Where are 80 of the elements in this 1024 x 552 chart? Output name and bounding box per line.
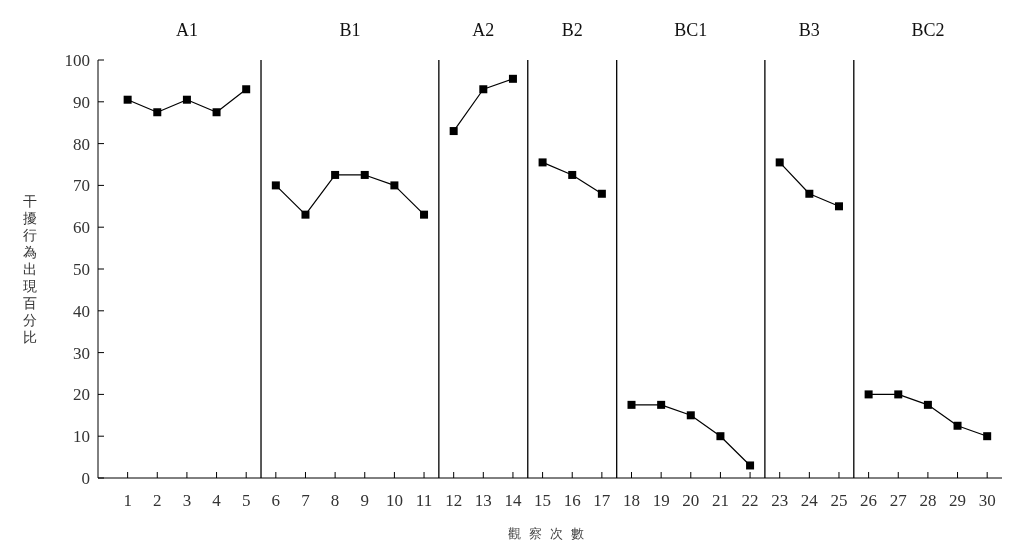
point	[242, 85, 251, 94]
x-tick-label: 29	[949, 491, 967, 511]
y-tick-label: 90	[73, 92, 90, 112]
text: B3	[798, 20, 820, 40]
x-tick-label: 18	[623, 491, 641, 511]
x-tick-label: 9	[360, 491, 369, 511]
y-tick-label: 30	[73, 343, 90, 363]
x-tick-label: 14	[504, 491, 522, 511]
point	[538, 158, 547, 167]
x-tick-label: 13	[474, 491, 492, 511]
x-tick-label: 16	[563, 491, 581, 511]
x-tick-label: 28	[919, 491, 937, 511]
text: BC1	[674, 20, 708, 40]
point	[597, 189, 606, 198]
point	[716, 432, 725, 441]
point	[805, 189, 814, 198]
point	[894, 390, 903, 399]
x-tick-label: 27	[889, 491, 908, 511]
x-tick-label: 30	[978, 491, 996, 511]
x-tick-label: 10	[385, 491, 403, 511]
x-tick-label: 8	[330, 491, 340, 511]
x-tick-label: 6	[271, 491, 281, 511]
point	[686, 411, 695, 420]
point	[983, 432, 992, 441]
point	[331, 170, 340, 179]
x-tick-label: 24	[800, 491, 819, 511]
point	[420, 210, 429, 219]
y-tick-label: 20	[73, 385, 90, 405]
y-tick-label: 60	[73, 218, 90, 238]
x-tick-label: 2	[153, 491, 162, 511]
x-tick-label: 12	[445, 491, 463, 511]
point	[508, 74, 517, 83]
x-tick-label: 15	[534, 491, 552, 511]
point	[657, 400, 666, 409]
x-tick-label: 11	[415, 491, 433, 511]
x-tick-label: 7	[301, 491, 311, 511]
text: B1	[339, 20, 361, 40]
point	[479, 85, 488, 94]
x-tick-label: 22	[741, 491, 759, 511]
text: BC2	[911, 20, 945, 40]
x-tick-label: 3	[182, 491, 192, 511]
text: 干擾行為出現百分比	[23, 193, 37, 345]
point	[627, 400, 636, 409]
y-tick-label: 70	[73, 176, 90, 196]
point	[301, 210, 310, 219]
point	[449, 127, 458, 136]
text: A1	[175, 20, 198, 40]
x-tick-label: 4	[212, 491, 222, 511]
x-tick-label: 19	[652, 491, 670, 511]
point	[864, 390, 873, 399]
x-tick-label: 20	[682, 491, 700, 511]
point	[271, 181, 280, 190]
point	[953, 421, 962, 430]
point	[182, 95, 191, 104]
point	[775, 158, 784, 167]
y-tick-label: 100	[64, 51, 90, 71]
y-tick-label: 0	[81, 469, 90, 489]
x-tick-label: 21	[711, 491, 729, 511]
point	[123, 95, 132, 104]
y-tick-label: 50	[73, 260, 90, 280]
x-tick-label: 26	[860, 491, 878, 511]
text: B2	[561, 20, 583, 40]
point	[212, 108, 221, 117]
point	[360, 170, 369, 179]
point	[746, 461, 755, 470]
point	[390, 181, 399, 190]
point	[834, 202, 843, 211]
point	[153, 108, 162, 117]
y-tick-label: 40	[73, 301, 90, 321]
point	[923, 400, 932, 409]
x-tick-label: 25	[830, 491, 848, 511]
x-axis-title: 觀察次數	[508, 526, 592, 541]
y-tick-label: 10	[73, 427, 90, 447]
x-tick-label: 23	[771, 491, 789, 511]
text: A2	[472, 20, 495, 40]
x-tick-label: 1	[123, 491, 132, 511]
point	[568, 170, 577, 179]
y-tick-label: 80	[73, 134, 90, 154]
x-tick-label: 5	[241, 491, 251, 511]
x-tick-label: 17	[593, 491, 611, 511]
